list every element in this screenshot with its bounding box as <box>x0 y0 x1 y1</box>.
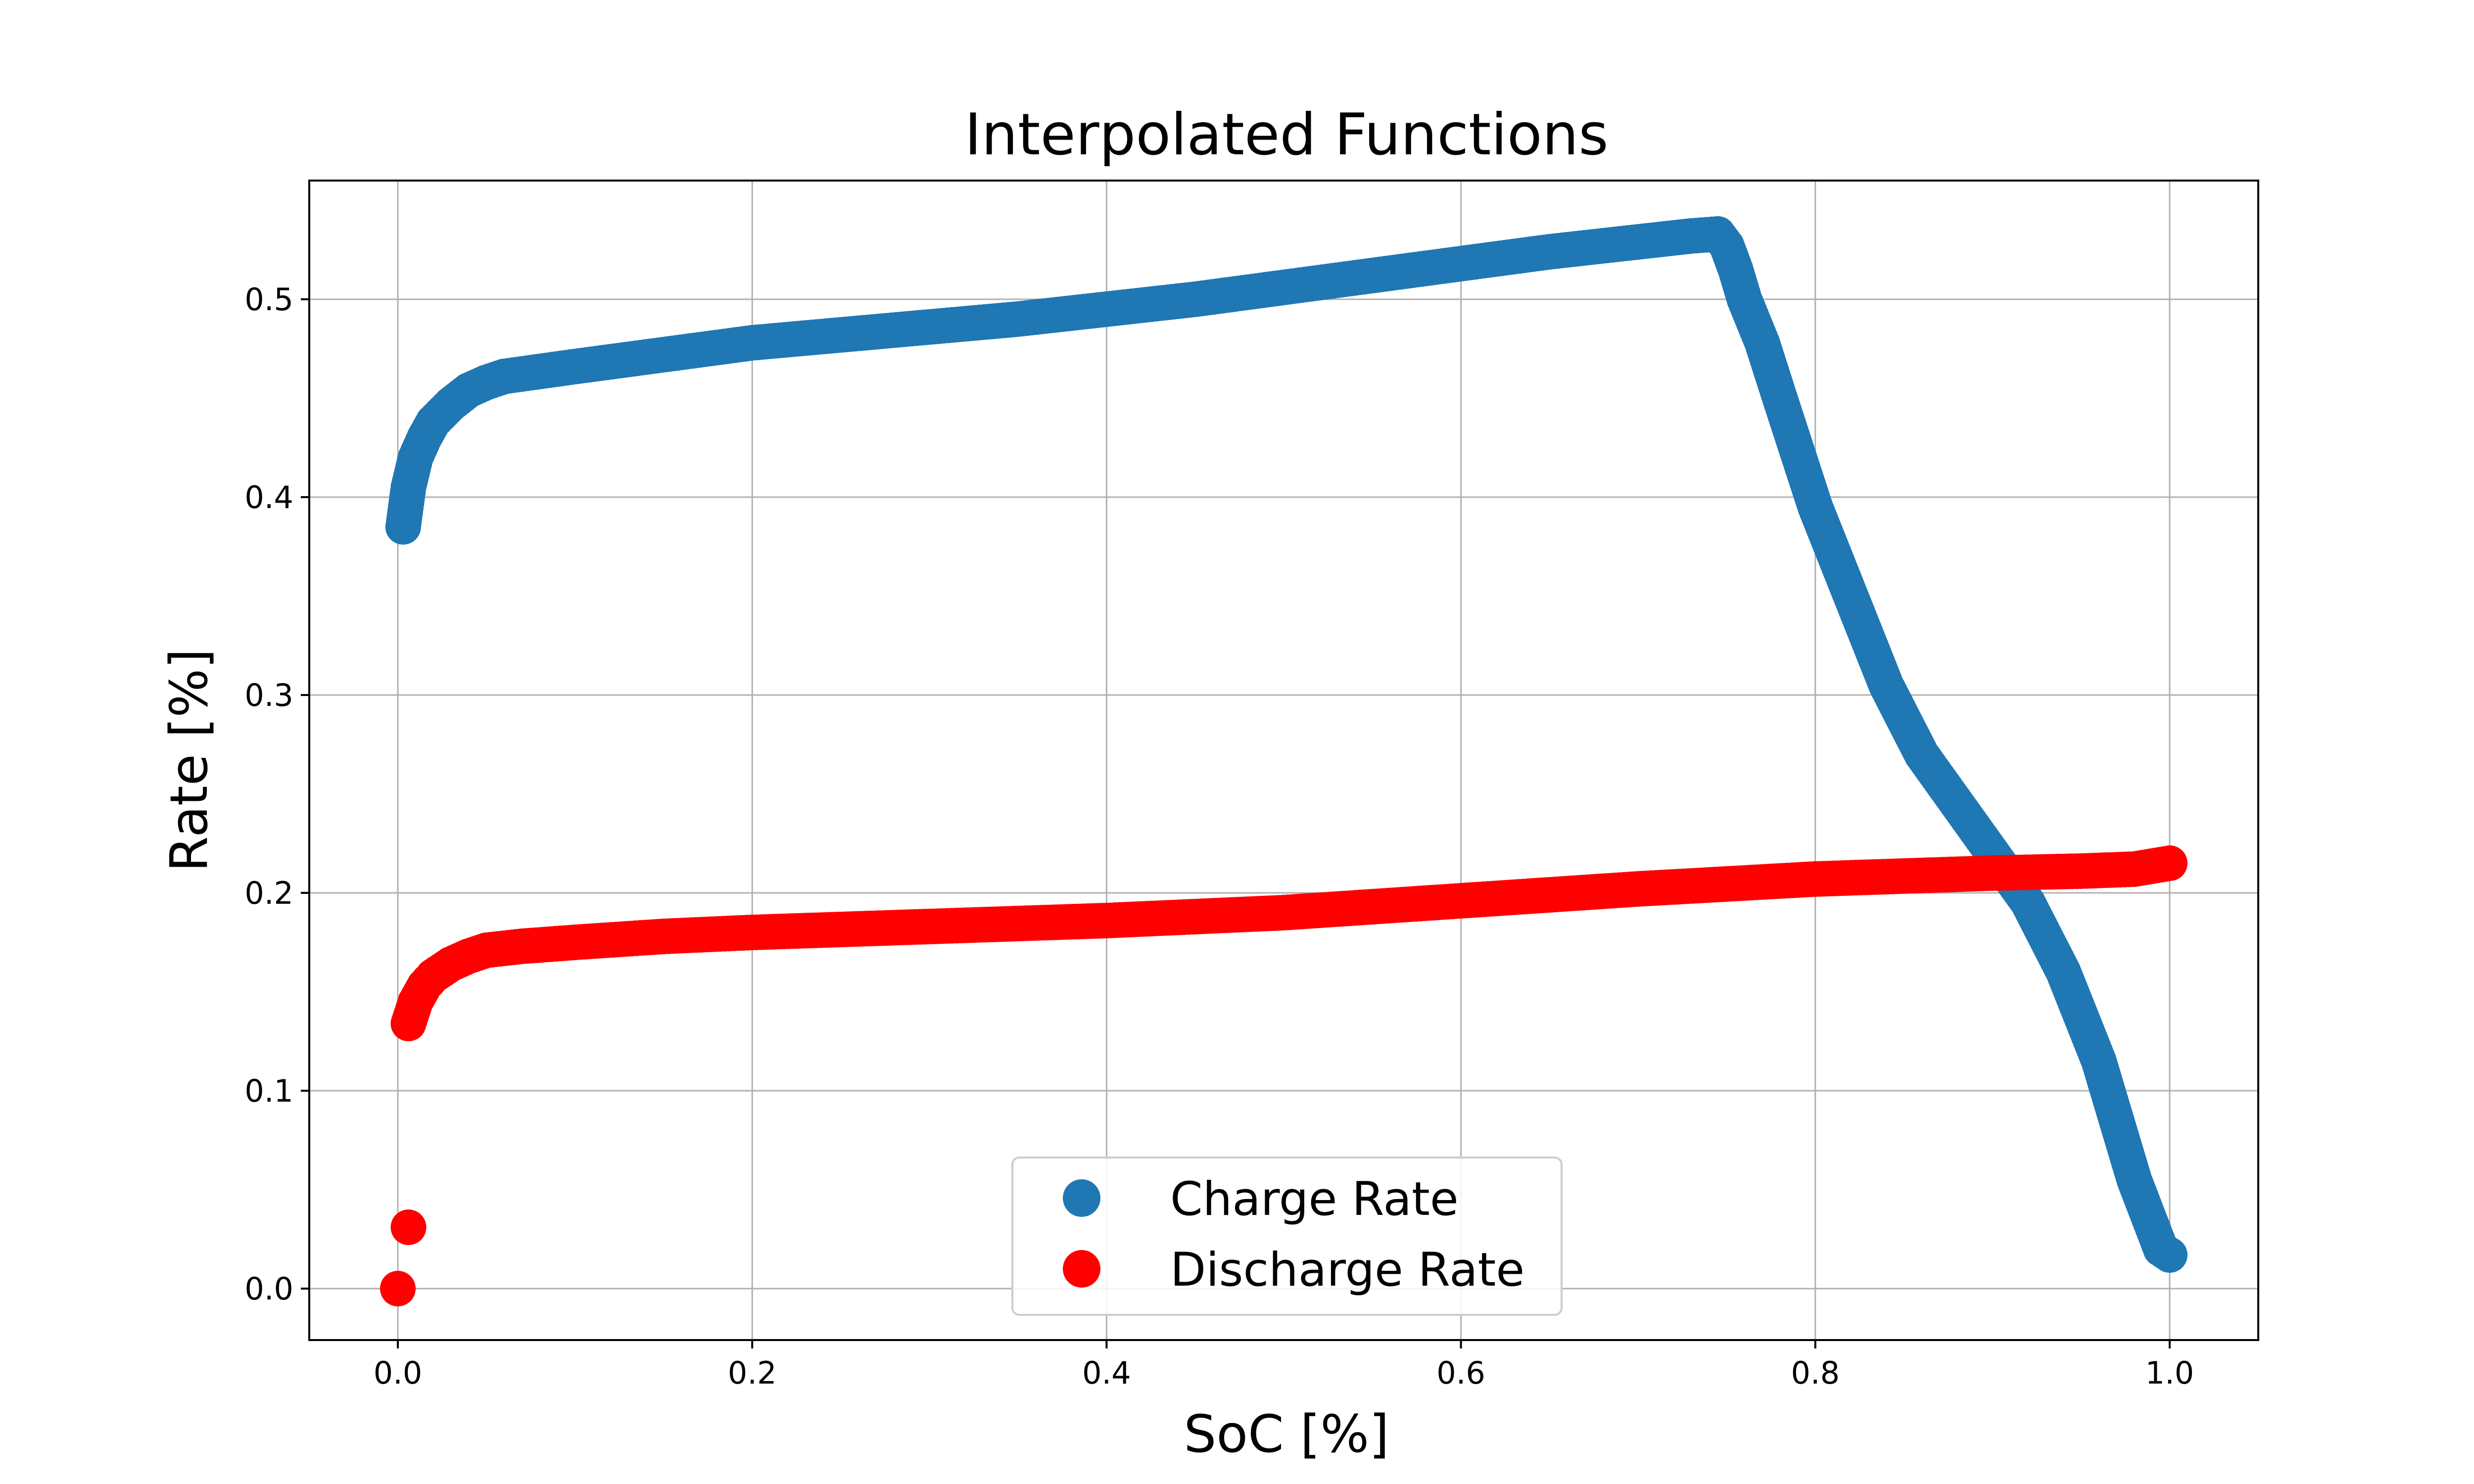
y-tick-label: 0.2 <box>244 875 293 911</box>
grid-lines <box>309 181 2258 1340</box>
y-tick-label: 0.5 <box>244 281 293 318</box>
series-charge-rate <box>385 216 2188 1273</box>
x-tick-label: 0.2 <box>728 1355 777 1391</box>
x-tick-label: 1.0 <box>2145 1355 2194 1391</box>
y-tick-label: 0.4 <box>244 479 293 515</box>
x-tick-label: 0.8 <box>1791 1355 1840 1391</box>
data-point <box>2151 1237 2188 1273</box>
y-tick-label: 0.1 <box>244 1073 293 1109</box>
legend-marker-charge-rate <box>1063 1179 1100 1217</box>
legend: Charge Rate Discharge Rate <box>1011 1157 1563 1316</box>
x-tick-label: 0.0 <box>374 1355 423 1391</box>
data-point <box>380 1271 416 1306</box>
series-discharge-rate <box>380 845 2188 1306</box>
axis-ticks: 0.0 0.2 0.4 0.6 0.8 1.0 0.0 0.1 0.2 0.3 0.4 0.5 <box>244 281 2194 1391</box>
y-axis-label: Rate [%] <box>159 649 219 872</box>
plot-frame <box>308 180 2259 1341</box>
legend-label-charge-rate: Charge Rate <box>1170 1172 1459 1226</box>
x-axis-label: SoC [%] <box>1184 1404 1389 1464</box>
data-markers <box>380 216 2188 1306</box>
y-tick-label: 0.3 <box>244 677 293 713</box>
chart-title: Interpolated Functions <box>964 101 1608 168</box>
x-tick-label: 0.4 <box>1082 1355 1131 1391</box>
x-tick-label: 0.6 <box>1436 1355 1485 1391</box>
legend-label-discharge-rate: Discharge Rate <box>1170 1243 1524 1297</box>
data-point <box>2151 845 2188 881</box>
data-point <box>390 1209 427 1245</box>
y-tick-label: 0.0 <box>244 1271 293 1307</box>
legend-marker-discharge-rate <box>1063 1250 1100 1288</box>
legend-box <box>1011 1157 1563 1316</box>
